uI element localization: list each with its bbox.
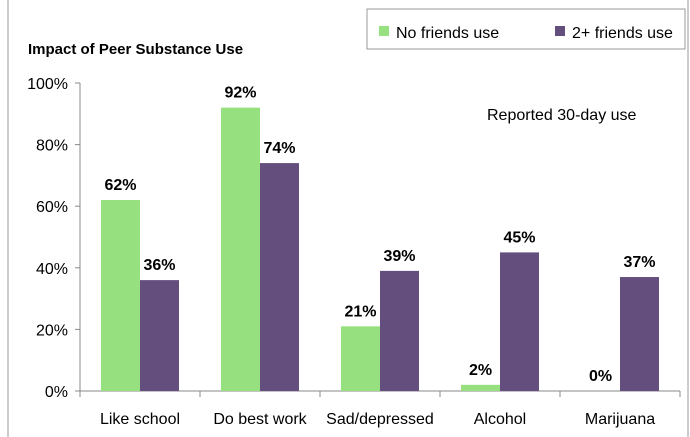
y-tick-label: 20% [36,322,68,339]
bar-no-friends-use [101,200,140,391]
bar-no-friends-use [341,326,380,391]
data-label: 45% [503,229,535,246]
y-ticks: 0% 20% 40% 60% 80% 100% [27,76,80,401]
y-tick-label: 40% [36,261,68,278]
data-label: 62% [104,177,136,194]
annotation-text: Reported 30-day use [487,107,637,124]
bars [101,107,659,391]
legend-label-no-friends: No friends use [396,25,499,42]
data-label: 39% [383,248,415,265]
chart-title: Impact of Peer Substance Use [28,41,243,58]
data-label: 36% [143,257,175,274]
bar-no-friends-use [221,107,260,391]
legend: No friends use 2+ friends use [366,8,686,50]
legend-swatch-no-friends [379,26,389,36]
bar-no-friends-use [461,384,500,391]
data-label: 0% [589,368,612,385]
legend-box [366,8,686,50]
legend-swatch-friends-use [555,26,565,36]
category-label: Sad/depressed [326,411,434,428]
data-labels: 62% 36% 92% 74% 21% 39% 2% 45% 0% 37% [104,85,655,385]
data-label: 2% [469,362,492,379]
category-labels: Like school Do best work Sad/depressed Alco… [100,411,655,428]
y-tick-label: 0% [45,384,68,401]
category-label: Like school [100,411,180,428]
bar-friends-use [500,252,539,391]
data-label: 37% [623,254,655,271]
bar-friends-use [380,270,419,391]
bar-friends-use [140,280,179,391]
bar-friends-use [260,163,299,391]
y-tick-label: 100% [27,76,68,93]
bar-friends-use [620,277,659,391]
category-label: Do best work [213,411,307,428]
data-label: 92% [224,85,256,102]
y-tick-label: 80% [36,138,68,155]
y-tick-label: 60% [36,199,68,216]
legend-label-friends-use: 2+ friends use [572,25,673,42]
x-ticks [79,391,681,397]
data-label: 21% [344,303,376,320]
category-label: Alcohol [474,411,526,428]
data-label: 74% [263,140,295,157]
category-label: Marijuana [585,411,655,428]
